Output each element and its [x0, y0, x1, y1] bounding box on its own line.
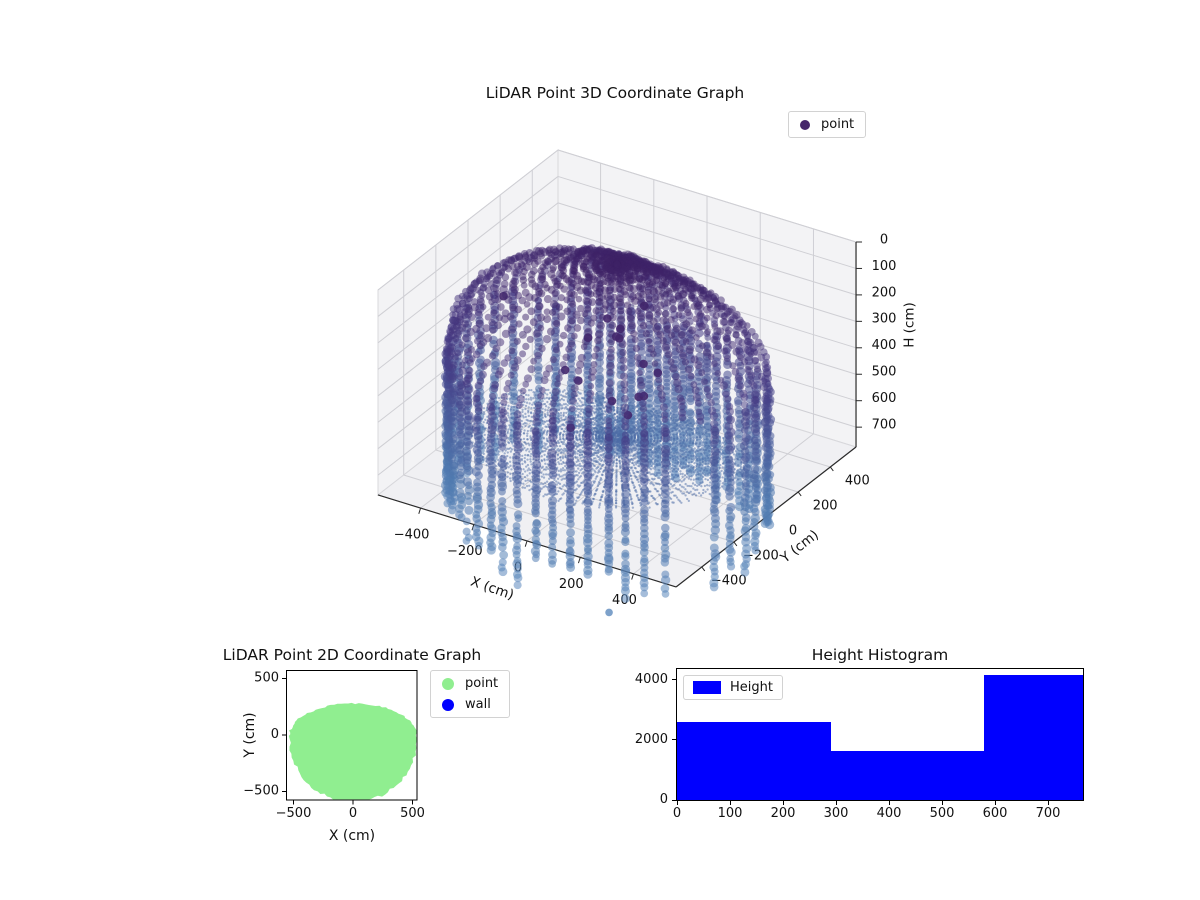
hist-ytick-mark	[672, 799, 676, 801]
hist-xtick-label: 500	[929, 806, 955, 821]
legend-item-wall: wall	[442, 697, 498, 712]
height-patch-icon	[693, 681, 721, 694]
point-marker-icon	[442, 677, 454, 690]
hist-xtick-mark	[941, 801, 943, 805]
hist-title: Height Histogram	[811, 646, 949, 664]
plot2d-legend-label-point: point	[465, 676, 499, 691]
plot3d-legend-label: point	[821, 117, 855, 132]
hist-bar-0	[677, 721, 831, 800]
legend-item-point: point	[442, 676, 498, 691]
hist-bar-1	[830, 751, 985, 800]
hist-ytick-mark	[672, 679, 676, 681]
plot2d-xlabel: X (cm)	[328, 828, 376, 844]
hist-xtick-mark	[1047, 801, 1049, 805]
hist-xtick-mark	[729, 801, 731, 805]
plot2d-legend-label-wall: wall	[465, 697, 491, 712]
hist-xtick-mark	[782, 801, 784, 805]
hist-legend: Height	[683, 675, 783, 700]
legend-item-point: point	[800, 117, 854, 132]
hist-bar-2	[984, 675, 1083, 800]
hist-xtick-mark	[888, 801, 890, 805]
hist-xtick-label: 300	[823, 806, 849, 821]
hist-xtick-mark	[835, 801, 837, 805]
legend-item-height: Height	[693, 680, 773, 695]
plot3d-canvas	[300, 80, 960, 660]
plot3d-legend: point	[788, 111, 867, 138]
hist-xtick-label: 0	[672, 806, 682, 821]
hist-xtick-mark	[676, 801, 678, 805]
hist-plot-area	[676, 668, 1084, 801]
hist-xtick-label: 200	[770, 806, 796, 821]
wall-marker-icon	[442, 698, 454, 711]
plot2d-legend: point wall	[430, 670, 511, 718]
hist-legend-label: Height	[730, 680, 773, 695]
plot2d-ylabel: Y (cm)	[242, 712, 258, 758]
hist-ytick-label: 0	[659, 792, 668, 807]
hist-ytick-label: 4000	[634, 671, 668, 687]
hist-xtick-label: 100	[717, 806, 743, 821]
hist-ytick-label: 2000	[634, 731, 668, 747]
hist-xtick-label: 700	[1035, 806, 1061, 821]
hist-xtick-label: 600	[982, 806, 1008, 821]
plot2d-canvas	[230, 640, 450, 855]
point-marker-icon	[800, 119, 810, 130]
hist-ytick-mark	[672, 739, 676, 741]
hist-xtick-mark	[994, 801, 996, 805]
hist-xtick-label: 400	[876, 806, 902, 821]
